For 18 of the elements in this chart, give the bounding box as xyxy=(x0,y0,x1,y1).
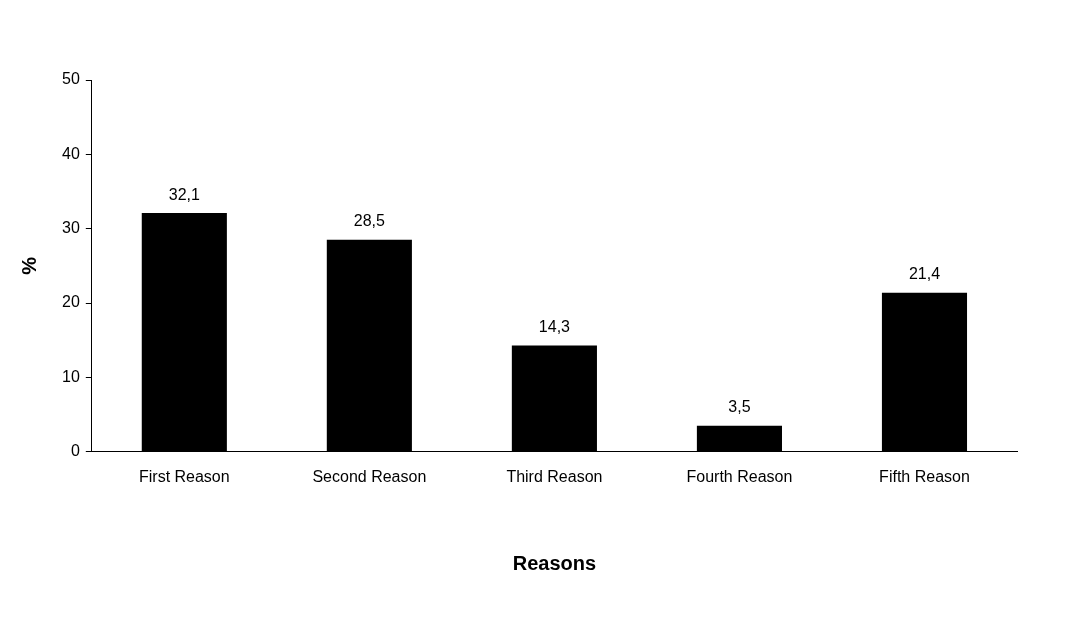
x-tick-label: Third Reason xyxy=(506,467,603,485)
y-tick-label: 30 xyxy=(62,219,80,237)
y-tick-label: 10 xyxy=(62,367,80,385)
y-tick-label: 50 xyxy=(62,70,80,88)
data-label: 28,5 xyxy=(353,212,386,230)
data-label: 14,3 xyxy=(538,317,571,335)
y-tick-label: 20 xyxy=(62,293,80,311)
x-tick-label: Fifth Reason xyxy=(879,467,970,485)
x-axis-title: Reasons xyxy=(512,551,597,574)
y-tick-label: 0 xyxy=(70,442,80,460)
x-tick-label: Fourth Reason xyxy=(686,467,793,485)
x-tick-label: Second Reason xyxy=(312,467,427,485)
data-label: 32,1 xyxy=(168,185,200,203)
data-label: 3,5 xyxy=(728,398,751,416)
x-tick-label: First Reason xyxy=(138,467,230,485)
data-label: 21,4 xyxy=(908,265,941,283)
y-axis-title: % xyxy=(17,256,40,275)
y-tick-label: 40 xyxy=(62,144,80,162)
